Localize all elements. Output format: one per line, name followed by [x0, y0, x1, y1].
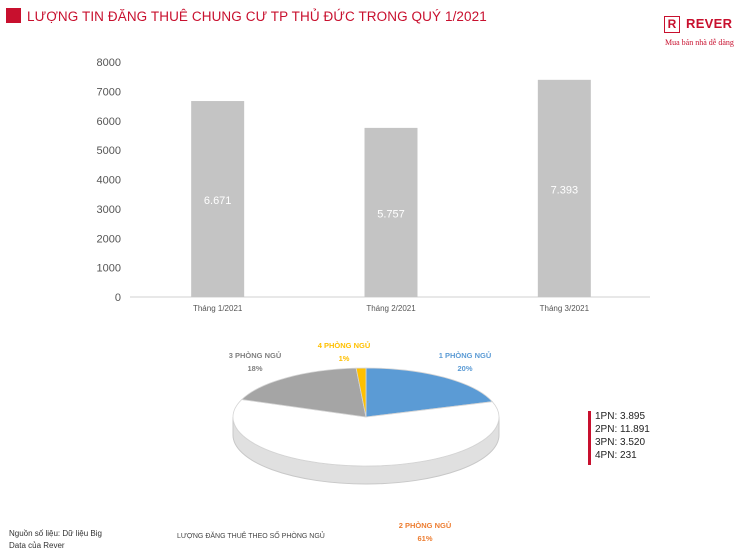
y-tick-label: 0: [115, 292, 121, 304]
pie-label-name: 1 PHÒNG NGỦ: [439, 351, 492, 360]
pie-label-name: 2 PHÒNG NGỦ: [399, 521, 452, 530]
bar-3: [537, 79, 591, 297]
y-tick-label: 8000: [97, 57, 121, 69]
y-tick-label: 1000: [97, 263, 121, 275]
logo-tagline: Mua bán nhà dễ dàng: [665, 38, 734, 47]
pie-slice-4: [355, 367, 367, 418]
pie-slice-3: [240, 367, 367, 418]
title-marker: [6, 8, 21, 23]
y-tick-label: 2000: [97, 233, 121, 245]
rever-logo: R REVER Mua bán nhà dễ dàng: [664, 15, 746, 55]
page-title: LƯỢNG TIN ĐĂNG THUÊ CHUNG CƯ TP THỦ ĐỨC …: [27, 9, 487, 24]
pie-label-name: 4 PHÒNG NGỦ: [318, 341, 371, 350]
pie-slice-1: [365, 367, 494, 418]
legend-item-1pn: 1PN: 3.895: [595, 411, 646, 422]
pie-label-name: 3 PHÒNG NGỦ: [229, 351, 282, 360]
y-tick-label: 5000: [97, 145, 121, 157]
bar-1: [191, 101, 245, 298]
x-tick-label: Tháng 1/2021: [193, 304, 243, 313]
bar-2: [364, 127, 418, 297]
bar-value-label: 7.393: [551, 184, 579, 196]
bar-value-label: 5.757: [377, 208, 405, 220]
pie-label-pct: 1%: [339, 354, 350, 363]
pie-slice-2: [232, 399, 500, 467]
legend-item-2pn: 2PN: 11.891: [595, 424, 650, 435]
source-note: Nguồn số liệu: Dữ liệu Big Data của Reve…: [9, 529, 102, 550]
y-tick-label: 6000: [97, 116, 121, 128]
pie-label-pct: 18%: [247, 364, 262, 373]
logo-name: REVER: [686, 16, 733, 31]
x-tick-label: Tháng 2/2021: [366, 304, 416, 313]
legend-item-4pn: 4PN: 231: [595, 450, 637, 461]
pie-label-pct: 61%: [417, 534, 432, 543]
logo-mark: R: [664, 16, 680, 33]
pie-legend: 1PN: 3.895 2PN: 11.891 3PN: 3.520 4PN: 2…: [588, 411, 668, 465]
pie-title: LƯỢNG ĐĂNG THUÊ THEO SỐ PHÒNG NGỦ: [177, 533, 325, 540]
pie-label-pct: 20%: [457, 364, 472, 373]
y-tick-label: 4000: [97, 175, 121, 187]
legend-item-3pn: 3PN: 3.520: [595, 437, 646, 448]
bar-value-label: 6.671: [204, 195, 232, 207]
y-tick-label: 3000: [97, 204, 121, 216]
x-tick-label: Tháng 3/2021: [540, 304, 590, 313]
legend-accent-bar: [588, 411, 591, 465]
y-tick-label: 7000: [97, 86, 121, 98]
